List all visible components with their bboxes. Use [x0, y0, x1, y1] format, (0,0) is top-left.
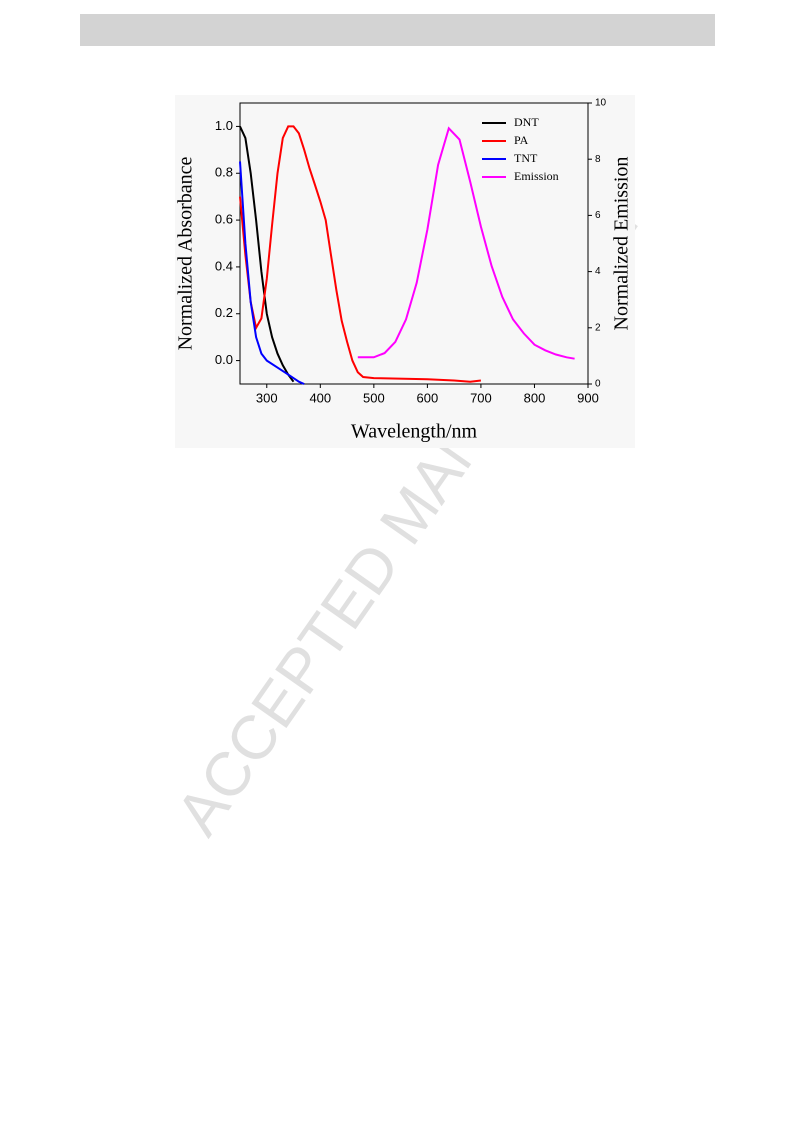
x-tick-label: 500: [363, 390, 385, 405]
x-tick-label: 900: [577, 390, 599, 405]
series-line: [357, 126, 575, 360]
y-tick-label: 0.4: [215, 258, 233, 273]
y2-tick-label: 4: [595, 266, 601, 277]
x-tick-label: 400: [309, 390, 331, 405]
y2-tick-label: 8: [595, 154, 601, 165]
y-tick-label: 0.0: [215, 352, 233, 367]
series-line: [239, 125, 295, 383]
legend-label: Emission: [514, 169, 559, 183]
y2-tick-label: 10: [595, 98, 607, 109]
header-bar: [80, 14, 715, 46]
series-line: [239, 161, 305, 385]
x-tick-label: 600: [417, 390, 439, 405]
plot-frame: [239, 102, 589, 385]
y2-tick-label: 2: [595, 322, 601, 333]
legend-label: TNT: [514, 151, 538, 165]
y2-axis-label: Normalized Emission: [611, 157, 633, 331]
y2-tick-label: 0: [595, 379, 601, 390]
y-tick-label: 0.2: [215, 305, 233, 320]
x-tick-label: 300: [256, 390, 278, 405]
x-axis-label: Wavelength/nm: [351, 421, 478, 443]
legend-label: DNT: [514, 115, 539, 129]
y-tick-label: 1.0: [215, 118, 233, 133]
y2-tick-label: 6: [595, 210, 601, 221]
legend-label: PA: [514, 133, 529, 147]
y-tick-label: 0.8: [215, 165, 233, 180]
y-tick-label: 0.6: [215, 212, 233, 227]
x-tick-label: 700: [470, 390, 492, 405]
figure-background: [175, 95, 635, 448]
x-tick-label: 800: [524, 390, 546, 405]
y-axis-label: Normalized Absorbance: [175, 156, 197, 350]
series-line: [239, 125, 482, 383]
chart: 300 400 500 600 700 800 900 0.0 0.2 0.4 0.6 0.8 1.0 0…: [175, 98, 633, 443]
